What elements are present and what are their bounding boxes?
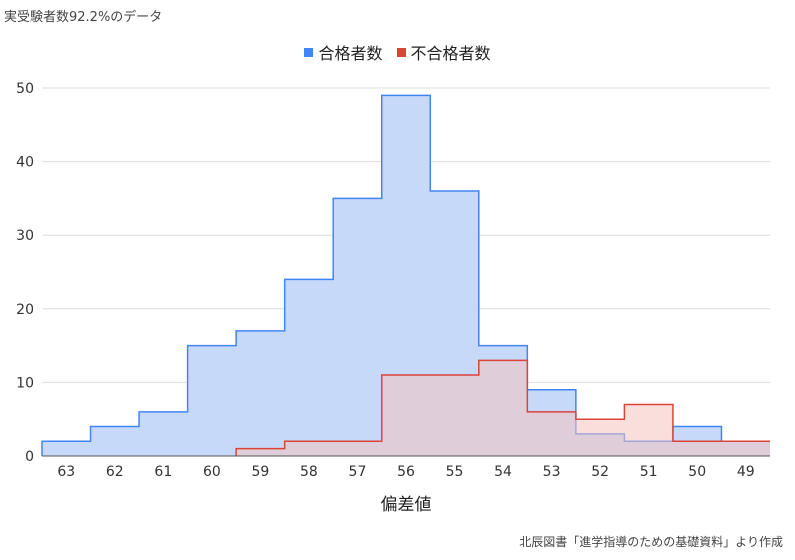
bin-failed-58 xyxy=(285,441,334,456)
x-tick-label: 55 xyxy=(446,464,464,480)
bin-failed-55 xyxy=(430,375,479,456)
x-tick-label: 53 xyxy=(543,464,561,480)
legend-item-failed[interactable]: 不合格者数 xyxy=(396,40,491,64)
x-tick-label: 51 xyxy=(640,464,658,480)
x-tick-label: 56 xyxy=(397,464,415,480)
chart-subtitle: 実受験者数92.2%のデータ xyxy=(4,10,163,25)
legend-swatch-passed xyxy=(304,47,314,57)
x-tick-label: 60 xyxy=(203,464,221,480)
bin-passed-58 xyxy=(285,279,334,456)
bin-failed-56 xyxy=(382,375,431,456)
legend-label-passed: 合格者数 xyxy=(318,44,383,63)
x-axis-title: 偏差値 xyxy=(381,495,432,515)
x-tick-label: 57 xyxy=(349,464,367,480)
bin-failed-54 xyxy=(479,360,528,456)
x-tick-label: 58 xyxy=(300,464,318,480)
x-tick-label: 52 xyxy=(591,464,609,480)
y-tick-label: 50 xyxy=(16,81,34,97)
y-tick-label: 10 xyxy=(16,375,34,391)
y-tick-label: 40 xyxy=(16,155,34,171)
bin-passed-61 xyxy=(139,412,188,456)
area-fill-failed xyxy=(236,360,771,456)
bin-failed-49 xyxy=(721,441,770,456)
x-tick-label: 50 xyxy=(688,464,706,480)
bin-failed-53 xyxy=(527,412,576,456)
x-tick-label: 63 xyxy=(57,464,75,480)
bin-passed-59 xyxy=(236,331,285,456)
area-line-failed xyxy=(235,359,770,456)
bin-failed-50 xyxy=(673,441,722,456)
source-note: 北辰図書「進学指導のための基礎資料」より作成 xyxy=(519,535,783,549)
x-tick-label: 49 xyxy=(737,464,755,480)
bin-failed-52 xyxy=(576,419,625,456)
x-tick-label: 61 xyxy=(154,464,172,480)
area-fill-passed xyxy=(42,95,770,457)
y-tick-label: 30 xyxy=(16,228,34,244)
x-tick-label: 59 xyxy=(251,464,269,480)
bin-failed-59 xyxy=(236,449,285,456)
bin-passed-60 xyxy=(188,346,237,456)
x-tick-label: 54 xyxy=(494,464,512,480)
bin-failed-57 xyxy=(333,441,382,456)
bin-passed-57 xyxy=(333,198,382,456)
y-tick-label: 20 xyxy=(16,302,34,318)
legend-swatch-failed xyxy=(396,47,406,57)
legend-label-failed: 不合格者数 xyxy=(410,44,491,63)
bin-passed-63 xyxy=(42,441,91,456)
chart-legend: 合格者数 不合格者数 xyxy=(0,40,795,64)
legend-item-passed[interactable]: 合格者数 xyxy=(304,40,383,64)
bin-failed-51 xyxy=(624,404,673,456)
x-tick-label: 62 xyxy=(106,464,124,480)
y-tick-label: 0 xyxy=(25,449,34,465)
bin-passed-62 xyxy=(91,427,140,456)
